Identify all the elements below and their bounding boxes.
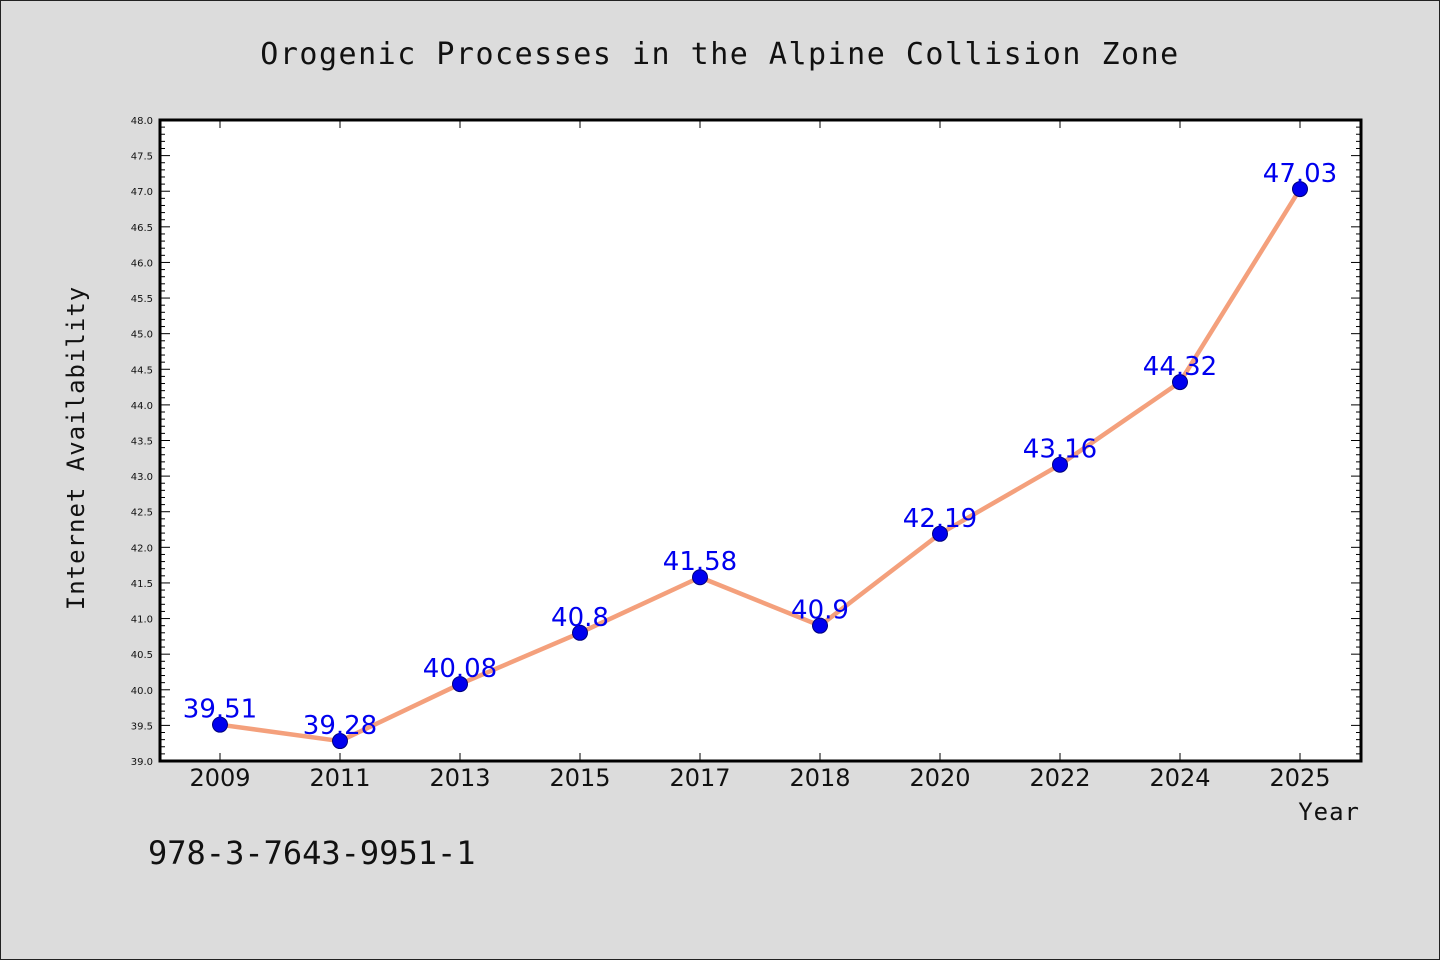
data-point <box>1172 374 1188 391</box>
y-tick-label: 43.5 <box>131 437 153 448</box>
x-tick-label: 2020 <box>909 764 970 792</box>
y-tick-label: 40.0 <box>131 686 153 697</box>
plot-area <box>160 120 1361 761</box>
y-tick-label: 44.5 <box>131 365 153 376</box>
data-point <box>212 716 228 733</box>
x-tick-label: 2017 <box>669 764 730 792</box>
y-tick-label: 39.5 <box>131 721 153 732</box>
data-label: 40.08 <box>423 654 497 684</box>
data-labels: 39.51 39.28 40.08 40.8 41.58 40.9 42.19 43.16 44… <box>183 159 1337 741</box>
y-tick-label: 43.0 <box>131 472 153 483</box>
caption-isbn: 978-3-7643-9951-1 <box>148 834 476 872</box>
y-axis: 39.0 39.5 40.0 40.5 41.0 41.5 42.0 42.5 43.0 43.5… <box>131 116 1361 768</box>
x-tick-label: 2013 <box>429 764 490 792</box>
data-point <box>1292 181 1308 198</box>
x-tick-label: 2022 <box>1029 764 1090 792</box>
series-markers <box>212 181 1308 750</box>
x-tick-label: 2024 <box>1149 764 1210 792</box>
y-tick-label: 41.0 <box>131 615 153 626</box>
data-label: 40.8 <box>551 603 609 633</box>
data-label: 39.51 <box>183 695 257 725</box>
plot-border <box>158 118 1363 763</box>
series-line <box>217 186 1303 744</box>
chart-title: Orogenic Processes in the Alpine Collisi… <box>260 37 1179 72</box>
data-point <box>1052 456 1068 473</box>
x-tick-label: 2009 <box>189 764 250 792</box>
data-label: 40.9 <box>791 596 849 626</box>
y-tick-label: 39.0 <box>131 757 153 768</box>
y-tick-label: 47.5 <box>131 152 153 163</box>
y-tick-label: 45.5 <box>131 294 153 305</box>
y-tick-label: 46.0 <box>131 258 153 269</box>
y-tick-label: 42.5 <box>131 508 153 519</box>
y-tick-label: 41.5 <box>131 579 153 590</box>
y-tick-label: 44.0 <box>131 401 153 412</box>
y-tick-label: 46.5 <box>131 223 153 234</box>
data-point <box>452 676 468 693</box>
data-point <box>932 525 948 542</box>
data-label: 42.19 <box>903 504 977 534</box>
y-tick-label: 45.0 <box>131 330 153 341</box>
data-label: 43.16 <box>1023 435 1097 465</box>
y-tick-label: 47.0 <box>131 187 153 198</box>
data-point <box>812 617 828 634</box>
y-tick-label: 40.5 <box>131 650 153 661</box>
x-tick-label: 2025 <box>1269 764 1330 792</box>
x-tick-label: 2015 <box>549 764 610 792</box>
x-axis: 2009 2011 2013 2015 2017 2018 2020 2022 2024 2025 <box>189 120 1331 792</box>
data-label: 44.32 <box>1143 352 1217 382</box>
y-tick-label: 48.0 <box>131 116 153 127</box>
x-axis-label: Year <box>1298 798 1360 826</box>
x-tick-label: 2011 <box>309 764 370 792</box>
data-point <box>572 624 588 641</box>
data-point <box>692 569 708 586</box>
y-axis-label: Internet Availability <box>62 286 90 610</box>
data-point <box>332 733 348 750</box>
y-tick-label: 42.0 <box>131 543 153 554</box>
x-tick-label: 2018 <box>789 764 850 792</box>
data-label: 41.58 <box>663 547 737 577</box>
data-label: 47.03 <box>1263 159 1337 189</box>
data-label: 39.28 <box>303 711 377 741</box>
